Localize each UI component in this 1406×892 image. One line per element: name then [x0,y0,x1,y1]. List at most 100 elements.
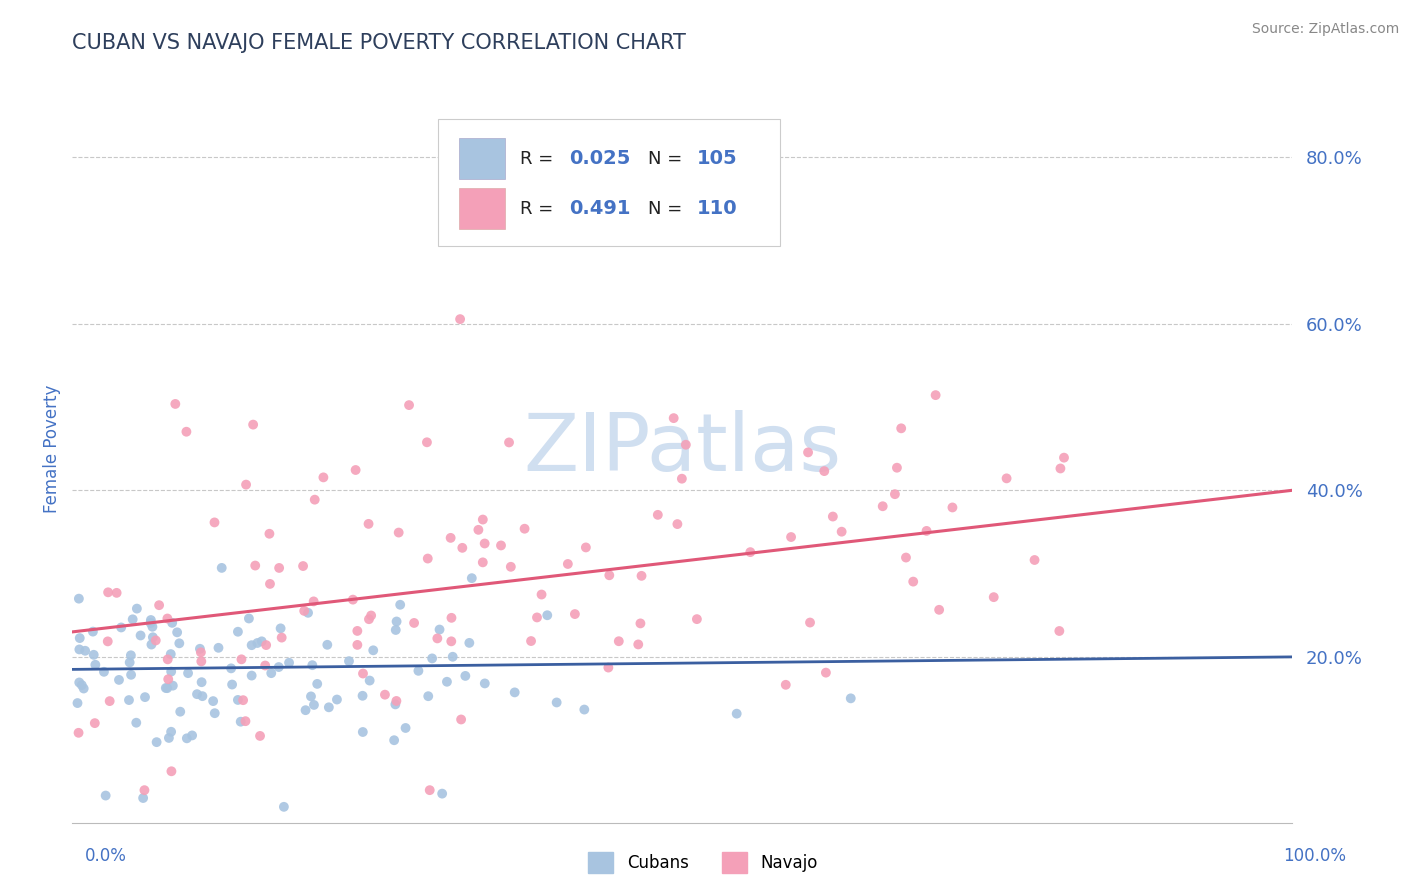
Point [671,472,693,486]
Point [357,612,380,626]
Point [557,557,579,571]
Point [564,607,586,621]
Point [440,611,463,625]
Point [235,714,257,728]
Point [67,726,90,740]
Point [129,628,152,642]
Point [83,716,105,731]
Point [384,698,406,712]
Text: CUBAN VS NAVAJO FEMALE POVERTY CORRELATION CHART: CUBAN VS NAVAJO FEMALE POVERTY CORRELATI… [72,33,686,53]
Point [181,728,204,742]
Point [326,692,349,706]
Point [357,516,380,531]
Point [503,685,526,699]
Point [983,590,1005,604]
Point [941,500,963,515]
Point [132,791,155,805]
Point [575,541,598,555]
Point [489,538,512,552]
Point [474,676,496,690]
Point [374,688,396,702]
Point [259,577,281,591]
Point [292,604,315,618]
Point [520,634,543,648]
Point [360,608,382,623]
Point [318,700,340,714]
Point [160,764,183,779]
Point [259,526,281,541]
Point [118,693,141,707]
Point [924,388,946,402]
Point [536,608,558,623]
Point [607,634,630,648]
Point [471,555,494,569]
Point [574,702,596,716]
Point [246,636,269,650]
Point [627,637,650,651]
Point [270,631,292,645]
Point [307,677,329,691]
Point [83,648,105,662]
Point [278,656,301,670]
Point [388,525,411,540]
Point [292,559,315,574]
Text: 100.0%: 100.0% [1284,847,1346,864]
Point [454,669,477,683]
Point [157,672,180,686]
Point [304,492,326,507]
Point [647,508,669,522]
Point [139,615,162,630]
Point [159,647,181,661]
Text: 0.0%: 0.0% [84,847,127,864]
Point [188,641,211,656]
Text: ZIPatlas: ZIPatlas [523,409,841,488]
Point [831,524,853,539]
Point [160,615,183,630]
Point [254,658,277,673]
Point [416,435,439,450]
Point [242,417,264,432]
Point [1049,461,1071,475]
Point [436,674,458,689]
Point [430,787,453,801]
Point [105,586,128,600]
Point [797,445,820,459]
Point [204,706,226,721]
Point [884,487,907,501]
Point [418,689,440,703]
Text: Source: ZipAtlas.com: Source: ZipAtlas.com [1251,22,1399,37]
Point [166,625,188,640]
Point [66,696,89,710]
Point [342,592,364,607]
Point [141,620,163,634]
Point [160,724,183,739]
Point [120,668,142,682]
Point [686,612,709,626]
Point [191,689,214,703]
Point [254,638,277,652]
Point [145,735,167,749]
Point [162,679,184,693]
Point [839,691,862,706]
Point [429,623,451,637]
Point [108,673,131,687]
Point [813,464,835,478]
Point [499,559,522,574]
Point [211,561,233,575]
Point [260,666,283,681]
Point [449,312,471,326]
Point [125,601,148,615]
FancyBboxPatch shape [458,138,505,179]
Point [97,634,120,648]
Point [546,696,568,710]
Point [814,665,837,680]
Point [299,690,322,704]
Point [389,598,412,612]
Text: 105: 105 [697,149,737,168]
Point [148,598,170,612]
Point [70,678,93,692]
Point [231,652,253,666]
Point [359,673,381,688]
Text: 0.491: 0.491 [568,199,630,219]
Point [75,644,97,658]
